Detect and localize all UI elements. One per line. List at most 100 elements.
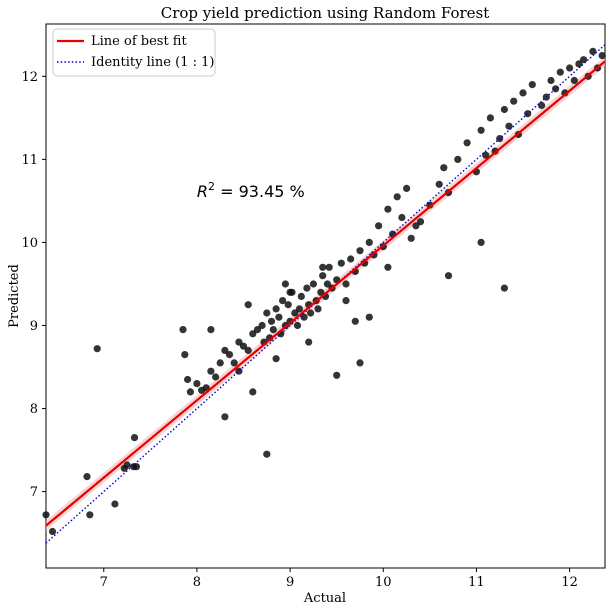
data-point — [393, 193, 401, 201]
data-point — [207, 326, 215, 334]
data-point — [356, 359, 364, 367]
data-point — [239, 342, 248, 350]
data-point — [323, 280, 331, 288]
data-point — [398, 213, 406, 222]
data-point — [407, 234, 415, 242]
data-point — [269, 326, 277, 334]
data-point — [244, 346, 252, 354]
data-point — [556, 68, 564, 76]
data-point — [272, 305, 280, 313]
data-point — [319, 272, 327, 280]
data-point — [272, 355, 280, 363]
data-point — [42, 511, 50, 519]
data-point — [375, 222, 383, 230]
data-point — [566, 64, 574, 72]
data-point — [86, 511, 94, 519]
data-point — [342, 280, 350, 288]
data-point — [356, 247, 364, 255]
data-point — [580, 56, 588, 64]
r-symbol: R — [197, 182, 208, 201]
data-point — [267, 317, 276, 325]
data-point — [221, 346, 229, 354]
y-tick-label: 7 — [30, 485, 38, 500]
data-point — [309, 280, 317, 288]
data-point — [297, 292, 305, 300]
data-point — [365, 238, 373, 246]
data-point — [111, 500, 119, 508]
data-point — [244, 301, 252, 309]
y-tick-label: 12 — [21, 70, 38, 85]
data-point — [528, 81, 536, 89]
data-point — [412, 222, 420, 230]
data-point — [235, 338, 243, 346]
data-point — [570, 76, 578, 85]
data-point — [337, 259, 345, 267]
x-tick-label: 9 — [286, 575, 294, 590]
data-point — [132, 463, 140, 471]
data-point — [207, 367, 215, 375]
data-point — [538, 101, 546, 109]
data-point — [440, 164, 448, 172]
data-point — [303, 284, 311, 292]
data-point — [249, 388, 257, 396]
x-tick-label: 12 — [561, 575, 578, 590]
data-point — [258, 321, 266, 330]
y-axis-label: Predicted — [7, 264, 22, 328]
data-point — [384, 205, 392, 213]
data-point — [48, 527, 57, 536]
data-point — [130, 434, 139, 442]
data-point — [249, 330, 257, 338]
reference-lines — [45, 44, 606, 544]
r-squared-value: = 93.45 % — [215, 182, 305, 201]
data-point — [505, 122, 513, 130]
legend: Line of best fit Identity line (1 : 1) — [52, 28, 216, 77]
y-tick-label: 8 — [30, 402, 38, 417]
data-point — [416, 218, 425, 226]
data-point — [225, 351, 234, 359]
data-point — [325, 263, 333, 271]
data-point — [342, 297, 350, 305]
data-point — [193, 380, 201, 388]
legend-identity-line-label: Identity line (1 : 1) — [91, 55, 214, 70]
data-point — [314, 305, 322, 313]
data-point — [230, 359, 238, 367]
data-point — [482, 151, 490, 159]
data-point — [184, 375, 192, 384]
data-point — [519, 89, 527, 97]
data-point — [384, 263, 392, 271]
data-point — [212, 373, 220, 381]
data-point — [589, 47, 597, 56]
data-point — [477, 238, 485, 246]
y-tick-label: 9 — [30, 319, 38, 334]
data-point — [300, 313, 308, 321]
data-point — [123, 461, 131, 469]
data-point — [435, 180, 443, 188]
data-point — [291, 309, 299, 317]
data-point — [347, 255, 355, 263]
data-point — [319, 263, 327, 271]
data-point — [202, 384, 210, 392]
y-axis-ticks: 7 8 9 10 11 12 — [21, 70, 46, 500]
data-point — [275, 313, 283, 321]
data-point — [263, 309, 271, 317]
data-point — [575, 60, 583, 68]
x-tick-label: 8 — [193, 575, 201, 590]
data-point — [561, 89, 569, 97]
data-point — [552, 85, 560, 93]
data-point — [547, 76, 555, 85]
chart-title: Crop yield prediction using Random Fores… — [161, 4, 490, 22]
r-superscript: 2 — [208, 180, 215, 193]
data-point — [295, 305, 303, 313]
fit-line — [45, 60, 606, 527]
data-point — [444, 272, 453, 280]
r-squared-annotation: R2 = 93.45 % — [197, 180, 305, 201]
data-point — [93, 345, 101, 353]
data-point — [500, 284, 508, 292]
data-point — [279, 297, 287, 305]
x-tick-label: 10 — [375, 575, 392, 590]
data-point — [500, 105, 508, 114]
data-point — [510, 97, 518, 105]
legend-box — [52, 28, 216, 77]
legend-fit-line-label: Line of best fit — [91, 34, 187, 49]
